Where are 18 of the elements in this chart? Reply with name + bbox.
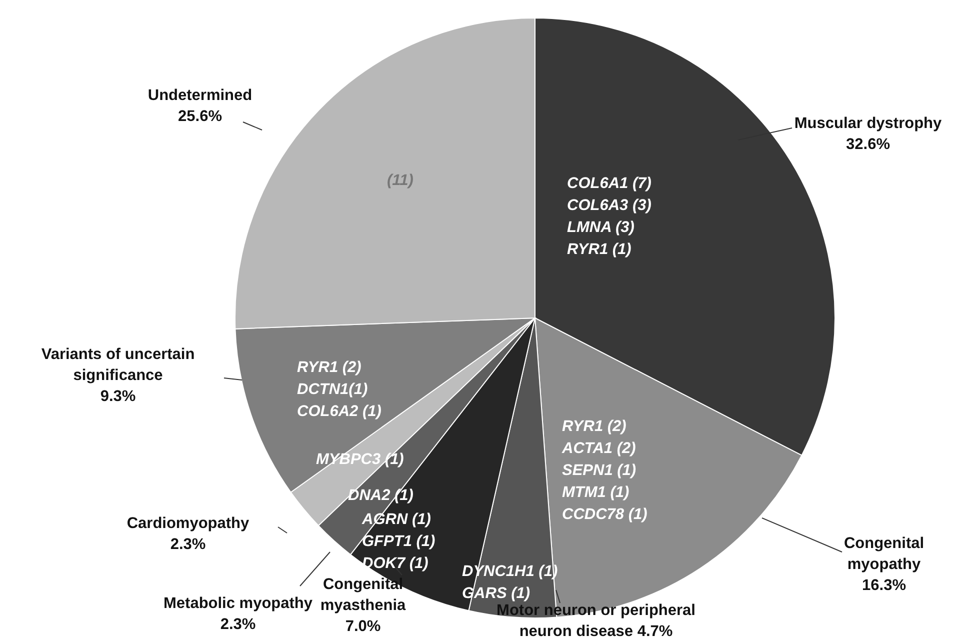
slice-label: Congenital myopathy <box>844 535 924 573</box>
data-label: 25.6% <box>178 108 222 125</box>
text: (11) <box>387 172 414 189</box>
slice-label: Muscular dystrophy <box>794 115 942 132</box>
data-label: 32.6% <box>846 136 890 153</box>
slice-label: Variants of uncertain significance <box>41 346 195 384</box>
data-label: 9.3% <box>100 388 136 405</box>
slice-label: Cardiomyopathy <box>126 515 250 532</box>
data-label: 2.3% <box>170 536 206 553</box>
data-label: 16.3% <box>862 577 906 594</box>
data-label: 2.3% <box>220 616 256 633</box>
text: DNA2 (1) <box>348 487 414 504</box>
slice-label: Undetermined <box>148 87 252 104</box>
text: RYR1 (2) DCTN1(1) COL6A2 (1) <box>297 359 382 420</box>
data-label: 7.0% <box>345 618 381 635</box>
slice-label: Metabolic myopathy <box>164 595 313 612</box>
text: RYR1 (2) ACTA1 (2) SEPN1 (1) MTM1 (1) CCDC78 (1) <box>561 418 648 523</box>
text: COL6A1 (7) COL6A3 (3) LMNA (3) RYR1 (1) <box>567 175 652 258</box>
